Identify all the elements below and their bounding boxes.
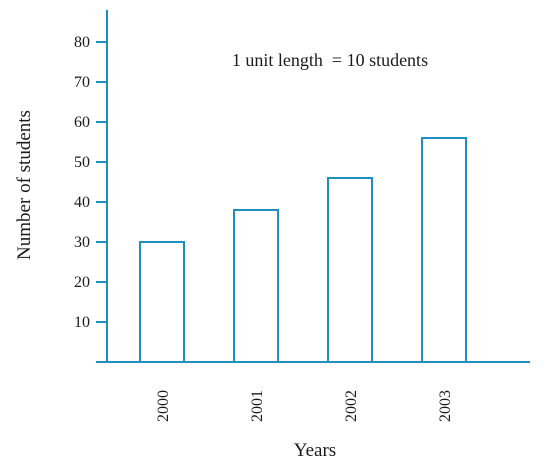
x-axis-labels: 2000 2001 2002 2003 bbox=[155, 390, 454, 422]
y-axis-title: Number of students bbox=[14, 110, 35, 260]
scale-note: 1 unit length = 10 students bbox=[232, 50, 428, 70]
y-tick-label: 70 bbox=[74, 74, 90, 91]
bar-2002 bbox=[327, 177, 373, 363]
x-tick-label: 2001 bbox=[249, 390, 266, 422]
bars bbox=[139, 137, 467, 363]
y-tick-label: 20 bbox=[74, 274, 90, 291]
x-tick-label: 2003 bbox=[437, 390, 454, 422]
x-tick-label: 2002 bbox=[343, 390, 360, 422]
y-tick-label: 80 bbox=[74, 34, 90, 51]
y-tick-label: 10 bbox=[74, 314, 90, 331]
bar-2003 bbox=[421, 137, 467, 363]
y-tick-label: 60 bbox=[74, 114, 90, 131]
y-tick-label: 40 bbox=[74, 194, 90, 211]
bar-2000 bbox=[139, 241, 185, 363]
bar-2001 bbox=[233, 209, 279, 363]
y-tick-label: 30 bbox=[74, 234, 90, 251]
x-tick-label: 2000 bbox=[155, 390, 172, 422]
y-tick-label: 50 bbox=[74, 154, 90, 171]
y-axis-ticks: 10 20 30 40 50 60 70 80 bbox=[74, 34, 107, 331]
x-axis-title: Years bbox=[294, 440, 336, 461]
